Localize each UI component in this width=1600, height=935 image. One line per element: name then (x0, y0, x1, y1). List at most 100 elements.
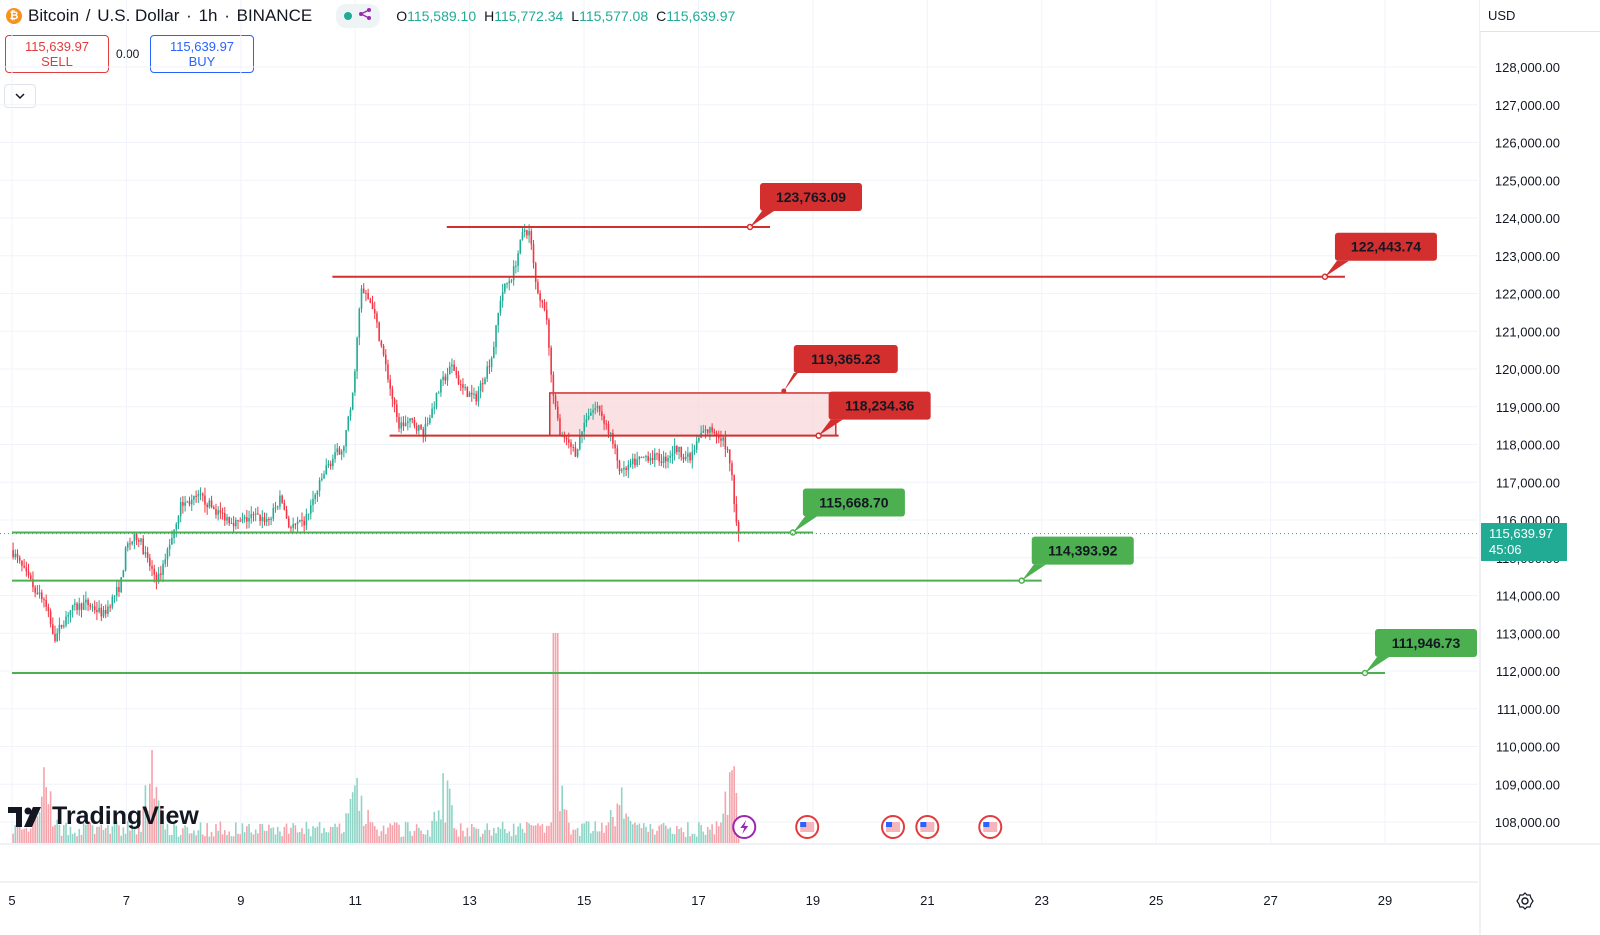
candle-body (347, 416, 350, 431)
candle-body (395, 404, 398, 418)
close-value: 115,639.97 (666, 8, 736, 24)
volume-bar (23, 828, 25, 843)
candle-body (404, 423, 407, 427)
volume-bar (144, 785, 147, 843)
candle-body (140, 538, 142, 542)
volume-bar (153, 798, 156, 843)
volume-bar (34, 815, 36, 843)
candle-body (250, 514, 253, 518)
candle-body (422, 429, 425, 438)
candle-body (98, 607, 100, 612)
volume-bar (389, 823, 391, 843)
collapse-button[interactable] (4, 84, 36, 108)
interval-label[interactable]: 1h (198, 6, 218, 25)
volume-bar (479, 836, 482, 843)
candle-body (380, 340, 383, 346)
candle-body (665, 456, 667, 462)
candle-body (532, 244, 535, 264)
volume-bar (301, 828, 303, 843)
candle-body (173, 529, 175, 538)
tradingview-logo-icon (8, 806, 41, 827)
market-status-pill[interactable] (336, 4, 381, 28)
candle-body (184, 502, 186, 506)
volume-bar (499, 828, 502, 843)
candle-body (515, 265, 517, 267)
volume-bar (603, 832, 605, 843)
candle-body (570, 442, 572, 447)
volume-bar (671, 833, 674, 843)
event-icons[interactable] (732, 815, 1003, 839)
volume-bar (669, 827, 672, 843)
candle-body (728, 449, 731, 464)
candle-body (153, 568, 156, 575)
candle-body (411, 418, 414, 420)
candle-body (398, 417, 400, 429)
candle-body (241, 518, 244, 522)
volume-bar (85, 824, 87, 843)
volume-bar (131, 824, 133, 843)
symbol-title[interactable]: Bitcoin / U.S. Dollar · 1h · BINANCE (28, 6, 314, 26)
volume-bar (338, 823, 341, 843)
candle-body (609, 433, 612, 435)
volume-bar (93, 833, 96, 843)
tradingview-logo[interactable]: TradingView (8, 802, 199, 831)
candle-body (451, 364, 453, 367)
candle-body (567, 439, 570, 443)
y-tick-label: 125,000.00 (1495, 173, 1560, 188)
volume-bar (16, 826, 19, 843)
volume-bar (556, 633, 559, 843)
candle-body (206, 504, 208, 508)
volume-bar (676, 825, 678, 843)
candle-body (676, 446, 678, 453)
volume-bar (565, 810, 568, 843)
volume-bar (519, 823, 522, 843)
volume-bar (239, 834, 242, 843)
currency-selector[interactable]: USD (1480, 0, 1600, 32)
candle-body (316, 490, 319, 495)
candle-body (215, 508, 217, 515)
volume-bar (149, 783, 151, 843)
volume-bar (345, 813, 347, 843)
candle-body (607, 424, 610, 434)
volume-bar (684, 836, 687, 843)
candle-body (274, 507, 277, 509)
candle-body (323, 474, 325, 479)
candle-body (157, 573, 160, 582)
volume-bar (728, 772, 731, 843)
volume-bar (217, 830, 219, 843)
y-tick-label: 122,000.00 (1495, 287, 1560, 302)
settings-button[interactable] (1512, 888, 1538, 914)
x-tick-label: 5 (8, 893, 15, 908)
candle-body (713, 431, 716, 433)
volume-bar (534, 825, 537, 843)
volume-bar (572, 829, 575, 843)
volume-bar (29, 828, 32, 843)
candle-body (444, 376, 447, 381)
volume-bar (431, 820, 433, 843)
candle-body (137, 540, 140, 542)
volume-bar (265, 830, 268, 843)
candle-body (283, 502, 286, 510)
candle-body (58, 624, 61, 634)
volume-bar (63, 825, 65, 843)
candle-body (332, 458, 334, 467)
volume-bar (530, 824, 533, 843)
volume-bar (261, 823, 264, 843)
candle-body (74, 603, 76, 605)
candle-body (393, 399, 396, 405)
volume-bar (358, 810, 361, 843)
volume-bar (287, 833, 290, 843)
volume-bar (722, 813, 724, 843)
volume-bar (398, 824, 400, 843)
candle-body (409, 418, 411, 422)
y-tick-label: 121,000.00 (1495, 324, 1560, 339)
bar-countdown: 45:06 (1489, 542, 1522, 557)
candle-body (702, 430, 705, 433)
volume-bar (323, 827, 325, 843)
volume-bar (682, 832, 685, 843)
logo-text: TradingView (52, 802, 199, 830)
volume-bar (459, 823, 462, 843)
volume-bar (380, 831, 383, 843)
